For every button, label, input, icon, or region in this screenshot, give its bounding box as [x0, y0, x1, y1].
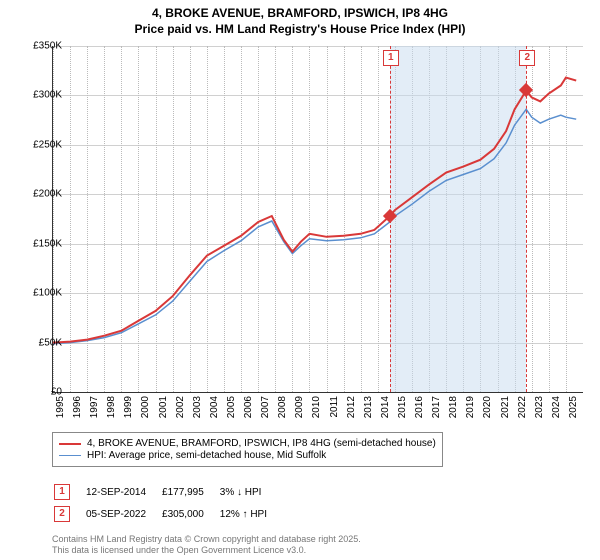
- xtick-label: 2001: [158, 396, 169, 418]
- xtick-label: 2014: [380, 396, 391, 418]
- chart-title: 4, BROKE AVENUE, BRAMFORD, IPSWICH, IP8 …: [0, 0, 600, 37]
- chart-container: 4, BROKE AVENUE, BRAMFORD, IPSWICH, IP8 …: [0, 0, 600, 560]
- sale-marker-2: 2: [54, 506, 70, 522]
- sale-marker-1: 1: [54, 484, 70, 500]
- ytick-label: £300K: [12, 90, 62, 101]
- xtick-label: 2006: [243, 396, 254, 418]
- xtick-label: 2013: [363, 396, 374, 418]
- xtick-label: 2004: [209, 396, 220, 418]
- xtick-label: 2009: [294, 396, 305, 418]
- series-svg: [53, 46, 583, 392]
- ytick-label: £350K: [12, 41, 62, 52]
- legend-swatch-hpi: [59, 455, 81, 456]
- xtick-label: 2000: [140, 396, 151, 418]
- xtick-label: 1999: [123, 396, 134, 418]
- legend-label-hpi: HPI: Average price, semi-detached house,…: [87, 450, 326, 461]
- xtick-label: 1997: [89, 396, 100, 418]
- plot-area: 12: [52, 46, 583, 393]
- ytick-label: £150K: [12, 238, 62, 249]
- xtick-label: 1995: [55, 396, 66, 418]
- ytick-label: £100K: [12, 288, 62, 299]
- sale-delta: 12% ↑ HPI: [220, 504, 281, 524]
- xtick-label: 2023: [534, 396, 545, 418]
- marker-box-1: 1: [383, 50, 399, 66]
- sale-date: 05-SEP-2022: [86, 504, 160, 524]
- ytick-label: £50K: [12, 337, 62, 348]
- xtick-label: 2007: [260, 396, 271, 418]
- xtick-label: 2025: [568, 396, 579, 418]
- xtick-label: 2008: [277, 396, 288, 418]
- xtick-label: 2021: [500, 396, 511, 418]
- footer: Contains HM Land Registry data © Crown c…: [52, 534, 361, 556]
- xtick-label: 2018: [448, 396, 459, 418]
- footer-line2: This data is licensed under the Open Gov…: [52, 545, 361, 556]
- sale-price: £305,000: [162, 504, 218, 524]
- legend-swatch-price: [59, 443, 81, 445]
- sale-price: £177,995: [162, 482, 218, 502]
- xtick-label: 2005: [226, 396, 237, 418]
- ytick-label: £200K: [12, 189, 62, 200]
- xtick-label: 1998: [106, 396, 117, 418]
- marker-line-2: [526, 46, 527, 392]
- legend-row: 4, BROKE AVENUE, BRAMFORD, IPSWICH, IP8 …: [59, 438, 436, 449]
- xtick-label: 2020: [482, 396, 493, 418]
- legend-row: HPI: Average price, semi-detached house,…: [59, 450, 436, 461]
- xtick-label: 2016: [414, 396, 425, 418]
- footer-line1: Contains HM Land Registry data © Crown c…: [52, 534, 361, 545]
- xtick-label: 2017: [431, 396, 442, 418]
- title-line2: Price paid vs. HM Land Registry's House …: [0, 22, 600, 38]
- sale-delta: 3% ↓ HPI: [220, 482, 281, 502]
- xtick-label: 2003: [192, 396, 203, 418]
- xtick-label: 2012: [346, 396, 357, 418]
- xtick-label: 2011: [329, 396, 340, 418]
- xtick-label: 2010: [311, 396, 322, 418]
- xtick-label: 2019: [465, 396, 476, 418]
- title-line1: 4, BROKE AVENUE, BRAMFORD, IPSWICH, IP8 …: [0, 6, 600, 22]
- legend: 4, BROKE AVENUE, BRAMFORD, IPSWICH, IP8 …: [52, 432, 443, 467]
- series-price_paid: [53, 78, 576, 343]
- sale-date: 12-SEP-2014: [86, 482, 160, 502]
- xtick-label: 2024: [551, 396, 562, 418]
- xtick-label: 2022: [517, 396, 528, 418]
- table-row: 1 12-SEP-2014 £177,995 3% ↓ HPI: [54, 482, 281, 502]
- marker-box-2: 2: [519, 50, 535, 66]
- table-row: 2 05-SEP-2022 £305,000 12% ↑ HPI: [54, 504, 281, 524]
- sales-table: 1 12-SEP-2014 £177,995 3% ↓ HPI 2 05-SEP…: [52, 480, 283, 526]
- xtick-label: 1996: [72, 396, 83, 418]
- legend-label-price: 4, BROKE AVENUE, BRAMFORD, IPSWICH, IP8 …: [87, 438, 436, 449]
- xtick-label: 2015: [397, 396, 408, 418]
- xtick-label: 2002: [175, 396, 186, 418]
- ytick-label: £250K: [12, 139, 62, 150]
